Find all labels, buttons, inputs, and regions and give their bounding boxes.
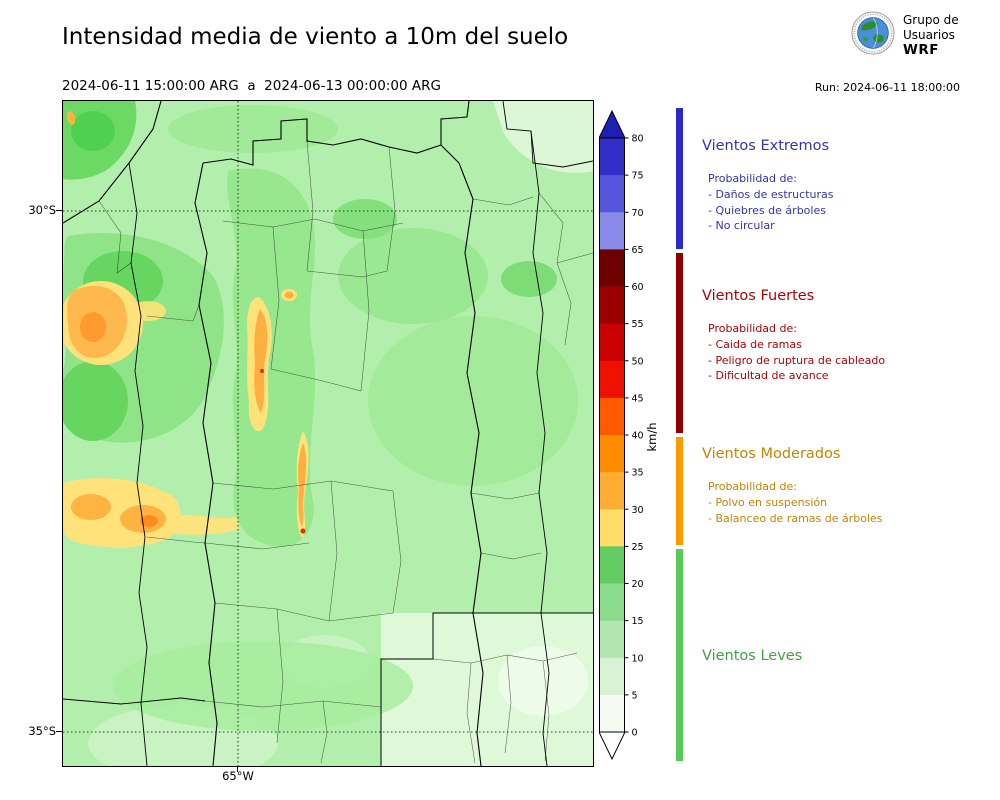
legend-section-fuertes: Vientos Fuertes Probabilidad de: - Caida… xyxy=(702,288,992,384)
svg-text:40: 40 xyxy=(632,431,644,442)
legend-subtitle: Probabilidad de: xyxy=(708,322,797,335)
logo-text-line1: Grupo de xyxy=(903,13,959,27)
legend-item: - Balanceo de ramas de árboles xyxy=(708,511,883,525)
graticule xyxy=(63,101,593,766)
legend-item: - No circular xyxy=(708,219,775,232)
run-label: Run: 2024-06-11 18:00:00 xyxy=(814,81,960,94)
legend-item: - Daños de estructuras xyxy=(708,188,834,201)
legend-item: - Caida de ramas xyxy=(708,338,802,351)
svg-text:25: 25 xyxy=(632,542,644,553)
axis-tick-mark xyxy=(56,210,62,211)
logo-text-line2: Usuarios xyxy=(903,28,955,42)
legend-bar-moderados xyxy=(676,437,683,545)
svg-text:20: 20 xyxy=(632,579,644,590)
legend-bar-extremos xyxy=(676,108,683,249)
colorbar: 80 75 70 65 60 55 50 45 40 35 30 25 20 15 10 5 0 xyxy=(598,109,671,770)
legend-item: - Dificultad de avance xyxy=(708,369,829,382)
svg-text:45: 45 xyxy=(632,393,644,404)
lon-tick-label-65w: 65°W xyxy=(222,769,254,783)
svg-text:50: 50 xyxy=(632,356,644,367)
page-title: Intensidad media de viento a 10m del sue… xyxy=(62,24,569,50)
svg-text:75: 75 xyxy=(632,171,644,182)
svg-text:30: 30 xyxy=(632,505,644,516)
legend-bar-fuertes xyxy=(676,253,683,433)
svg-text:70: 70 xyxy=(632,208,644,219)
axis-tick-mark xyxy=(56,731,62,732)
wind-intensity-patches xyxy=(63,111,309,548)
legend-bar-leves xyxy=(676,549,683,761)
forecast-period-label: 2024-06-11 15:00:00 ARG a 2024-06-13 00:… xyxy=(62,78,441,94)
lat-tick-label-30s: 30°S xyxy=(28,203,56,217)
department-borders xyxy=(98,140,593,764)
wind-map xyxy=(62,100,594,767)
legend-title: Vientos Extremos xyxy=(702,138,830,154)
legend-title: Vientos Fuertes xyxy=(702,288,815,304)
lat-tick-label-35s: 35°S xyxy=(28,724,56,738)
svg-text:55: 55 xyxy=(632,319,644,330)
legend-item: - Peligro de ruptura de cableado xyxy=(708,353,886,367)
legend-item: - Quiebres de árboles xyxy=(708,203,826,217)
svg-text:65: 65 xyxy=(632,245,644,256)
globe-icon xyxy=(851,11,895,55)
legend-section-moderados: Vientos Moderados Probabilidad de: - Pol… xyxy=(702,446,992,526)
legend-item: - Polvo en suspensión xyxy=(708,496,828,509)
svg-text:5: 5 xyxy=(632,690,638,701)
svg-text:80: 80 xyxy=(632,134,644,145)
legend-section-extremos: Vientos Extremos Probabilidad de: - Daño… xyxy=(702,138,992,234)
legend-subtitle: Probabilidad de: xyxy=(708,480,797,493)
wind-map-canvas xyxy=(63,101,593,766)
legend-section-leves: Vientos Leves xyxy=(702,648,992,682)
svg-text:60: 60 xyxy=(632,282,644,293)
colorbar-unit-label: km/h xyxy=(645,422,659,452)
svg-text:0: 0 xyxy=(632,728,638,739)
axis-tick-mark xyxy=(237,766,238,772)
logo-text-wrf: WRF xyxy=(903,42,940,58)
svg-text:10: 10 xyxy=(632,653,644,664)
svg-text:15: 15 xyxy=(632,616,644,627)
legend-title: Vientos Leves xyxy=(702,648,803,664)
legend-title: Vientos Moderados xyxy=(702,446,841,462)
svg-text:35: 35 xyxy=(632,468,644,479)
logo-text: Grupo de Usuarios WRF xyxy=(903,10,959,58)
legend-subtitle: Probabilidad de: xyxy=(708,172,797,185)
wrf-logo: Grupo de Usuarios WRF xyxy=(850,10,959,58)
province-borders xyxy=(63,101,593,766)
